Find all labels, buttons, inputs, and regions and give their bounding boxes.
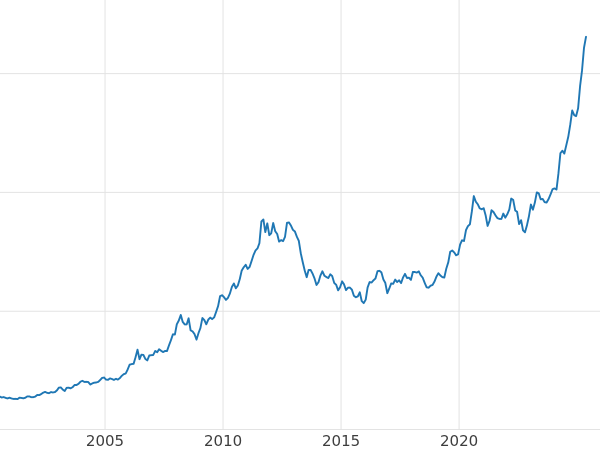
x-tick-label: 2010 xyxy=(204,432,242,450)
x-tick-label: 2020 xyxy=(440,432,478,450)
series-line xyxy=(0,35,587,401)
price-line-series xyxy=(0,35,587,401)
x-tick-label: 2005 xyxy=(86,432,124,450)
x-axis-tick-labels: 2005 2010 2015 2020 xyxy=(86,432,478,450)
x-tick-label: 2015 xyxy=(322,432,360,450)
gridlines xyxy=(0,0,600,430)
